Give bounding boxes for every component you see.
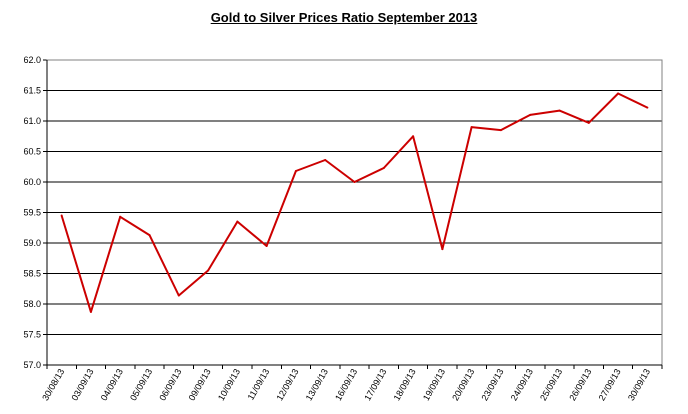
x-tick-label: 04/09/13 <box>99 367 125 402</box>
x-tick-label: 05/09/13 <box>128 367 154 402</box>
y-tick-label: 61.0 <box>23 116 41 126</box>
data-point <box>353 181 356 183</box>
data-point <box>89 310 92 313</box>
y-tick-label: 59.5 <box>23 208 41 218</box>
data-point <box>499 129 502 132</box>
y-tick-label: 57.0 <box>23 360 41 370</box>
y-tick-label: 57.5 <box>23 330 41 340</box>
y-axis-ticks: 62.0 61.5 61.0 60.5 60.0 59.5 59.0 58.5 58.0 57.5… <box>23 55 41 370</box>
data-point <box>382 166 385 169</box>
data-point <box>412 135 415 138</box>
data-point <box>470 126 473 129</box>
y-tick-label: 58.0 <box>23 299 41 309</box>
data-point <box>617 92 620 95</box>
x-tick-label: 23/09/13 <box>479 367 505 402</box>
x-tick-label: 13/09/13 <box>304 367 330 402</box>
series-line <box>60 92 648 313</box>
y-tick-label: 59.0 <box>23 238 41 248</box>
x-tick-label: 19/09/13 <box>421 367 447 402</box>
y-tick-label: 60.5 <box>23 147 41 157</box>
x-tick-label: 10/09/13 <box>216 367 242 402</box>
x-tick-label: 09/09/13 <box>187 367 213 402</box>
y-tick-label: 62.0 <box>23 55 41 65</box>
x-tick-label: 30/08/13 <box>40 367 66 402</box>
x-tick-label: 06/09/13 <box>157 367 183 402</box>
x-tick-label: 03/09/13 <box>69 367 95 402</box>
x-tick-label: 12/09/13 <box>274 367 300 402</box>
x-tick-label: 11/09/13 <box>246 367 272 402</box>
x-tick-label: 17/09/13 <box>362 367 388 402</box>
data-point <box>119 215 122 218</box>
data-point <box>236 220 239 223</box>
data-point <box>646 106 649 109</box>
data-point <box>441 248 444 251</box>
axes <box>43 59 663 369</box>
x-axis-ticks: 30/08/13 03/09/13 04/09/13 05/09/13 06/09/13… <box>40 367 652 402</box>
y-tick-label: 58.5 <box>23 269 41 279</box>
data-point <box>177 294 180 297</box>
series-layer <box>60 92 649 313</box>
data-point <box>294 170 297 173</box>
x-tick-label: 25/09/13 <box>538 367 564 402</box>
data-point <box>529 113 532 116</box>
data-point <box>148 234 151 237</box>
data-point <box>207 269 210 272</box>
data-point <box>265 245 268 248</box>
x-tick-label: 18/09/13 <box>392 367 418 402</box>
x-tick-label: 30/09/13 <box>626 367 652 402</box>
y-tick-label: 61.5 <box>23 86 41 96</box>
data-point <box>324 159 327 162</box>
data-point <box>558 109 561 112</box>
x-tick-label: 24/09/13 <box>509 367 535 402</box>
x-tick-label: 16/09/13 <box>333 367 359 402</box>
x-tick-label: 27/09/13 <box>597 367 623 402</box>
chart-title: Gold to Silver Prices Ratio September 20… <box>210 10 478 25</box>
data-point <box>587 121 590 124</box>
y-tick-label: 60.0 <box>23 177 41 187</box>
x-tick-label: 26/09/13 <box>567 367 593 402</box>
x-tick-label: 20/09/13 <box>450 367 476 402</box>
gridlines <box>47 59 662 366</box>
data-point <box>60 214 63 217</box>
